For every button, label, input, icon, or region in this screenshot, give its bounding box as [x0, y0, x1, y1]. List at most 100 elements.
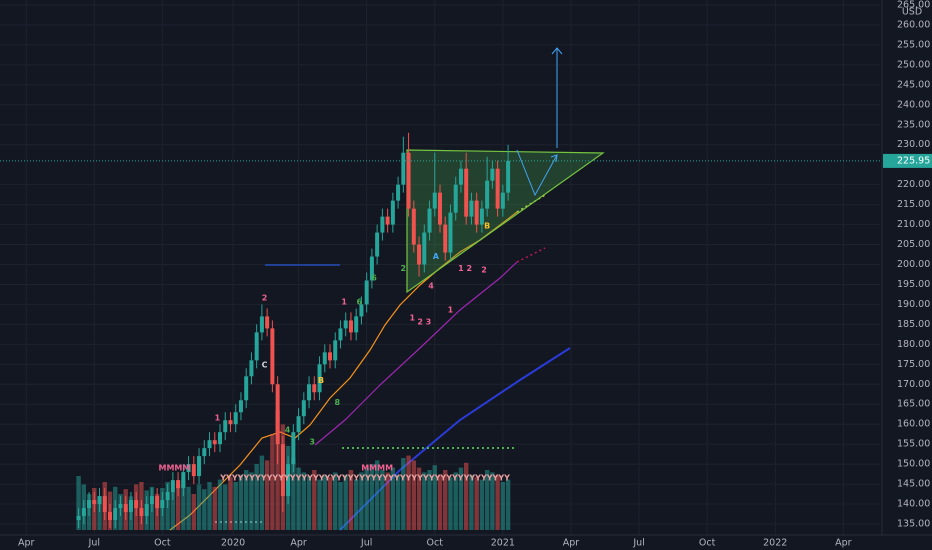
volume-bar	[338, 482, 343, 530]
x-tick-label: 2020	[221, 538, 245, 549]
y-tick-label: 240.00	[897, 99, 930, 110]
y-tick-label: 175.00	[897, 359, 930, 370]
y-tick-label: 135.00	[897, 519, 930, 530]
annotation: 1 2	[458, 264, 472, 273]
volume-bar	[469, 474, 474, 530]
last-price-box	[883, 153, 932, 168]
candle-body	[312, 384, 317, 393]
volume-bar	[348, 470, 354, 530]
candle-body	[301, 400, 306, 417]
y-tick-label: 185.00	[897, 319, 930, 330]
volume-bar	[212, 486, 217, 530]
y-tick-label: 250.00	[897, 59, 930, 70]
candles	[0, 132, 880, 529]
annotation: YYYYYYYYYYYYYYYYYYYYYYYYYYYYYYYYYYYYYYYY…	[219, 474, 510, 483]
candle-body	[474, 200, 479, 225]
candle-body	[485, 180, 490, 209]
annotation: B	[318, 376, 324, 385]
candle-body	[506, 160, 511, 193]
candle-body	[296, 416, 301, 433]
candle-body	[495, 168, 500, 209]
candle-body	[113, 508, 118, 521]
volume-bar	[196, 484, 202, 530]
axes: 135.00 140.00 145.00 150.00 155.00 160.00 165.…	[18, 0, 932, 549]
volume-bar	[207, 482, 212, 530]
price-axis	[882, 0, 932, 550]
volume-bar	[317, 479, 322, 530]
y-tick-label: 190.00	[897, 299, 930, 310]
x-tick-label: Oct	[427, 538, 444, 549]
candle-body	[448, 212, 453, 253]
candle-body	[212, 440, 217, 445]
moving-average	[314, 261, 518, 446]
x-tick-label: 2022	[763, 538, 787, 549]
volume-bar	[333, 472, 338, 530]
volume-bar	[76, 476, 81, 530]
arrow-head	[551, 47, 563, 55]
volume-bar	[385, 472, 390, 530]
y-tick-label: 235.00	[897, 119, 930, 130]
candle-body	[249, 360, 254, 377]
grid	[0, 0, 880, 535]
volume-bar	[453, 472, 458, 530]
candle-body	[244, 376, 249, 401]
volume-bar	[505, 479, 511, 530]
volume-bar	[186, 486, 191, 530]
y-tick-label: 220.00	[897, 179, 930, 190]
candle-body	[275, 384, 280, 445]
volume-bar	[275, 410, 280, 530]
trend-line	[339, 347, 571, 531]
candle-body	[202, 448, 207, 457]
candle-body	[438, 192, 442, 225]
volume-bar	[437, 474, 443, 530]
candle-body	[254, 332, 259, 361]
volume-bar	[359, 472, 364, 530]
annotation: 2	[481, 266, 487, 275]
candle-body	[291, 432, 296, 465]
y-tick-label: 170.00	[897, 379, 930, 390]
volume-bar	[500, 482, 506, 530]
volume-bar	[296, 467, 301, 530]
candle-body	[191, 464, 196, 477]
candle-body	[144, 504, 149, 517]
y-tick-label: 230.00	[897, 139, 930, 150]
y-tick-label: 165.00	[897, 399, 930, 410]
volume-bar	[416, 467, 422, 530]
volume-bar	[369, 464, 375, 530]
volume-bar	[97, 496, 102, 530]
candle-body	[286, 464, 291, 497]
y-tick-label: 195.00	[897, 279, 930, 290]
candle-body	[207, 440, 212, 449]
volume-bar	[422, 472, 427, 530]
moving-average-projection	[516, 247, 546, 263]
candle-body	[238, 400, 243, 413]
volume-bar	[264, 460, 270, 530]
y-tick-label: 200.00	[897, 259, 930, 270]
candle-body	[390, 200, 395, 225]
candle-body	[469, 200, 474, 217]
volume-bar	[217, 479, 223, 530]
volume-bar	[463, 462, 469, 530]
candle-body	[134, 500, 139, 509]
candle-body	[280, 444, 285, 497]
annotation: MMMM	[361, 464, 393, 473]
annotation: 4	[428, 282, 434, 291]
annotation: 2 3	[417, 318, 431, 327]
candle-body	[343, 320, 348, 329]
candle-body	[186, 464, 191, 473]
candle-body	[479, 208, 484, 225]
annotation: A	[433, 252, 440, 261]
volume-bar	[390, 467, 396, 530]
volume-bar	[411, 460, 417, 530]
x-tick-label: Oct	[154, 538, 171, 549]
annotation: 1	[409, 314, 415, 323]
volume-bar	[170, 491, 176, 530]
candle-body	[139, 508, 144, 517]
candle-body	[197, 456, 202, 477]
volume-bar	[327, 477, 333, 530]
volume-bar	[238, 474, 244, 530]
volume-bar	[406, 455, 411, 530]
last-price-label: 225.95	[897, 155, 930, 166]
